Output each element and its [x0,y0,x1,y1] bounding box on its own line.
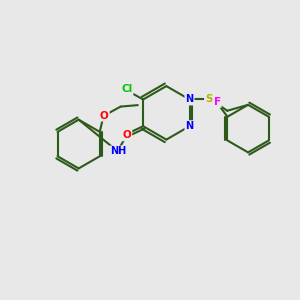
Text: F: F [214,97,220,107]
Text: N: N [185,94,194,104]
Text: O: O [122,130,131,140]
Text: NH: NH [110,146,126,157]
Text: N: N [185,121,194,131]
Text: O: O [100,110,109,121]
Text: S: S [205,94,213,104]
Text: Cl: Cl [121,84,133,94]
